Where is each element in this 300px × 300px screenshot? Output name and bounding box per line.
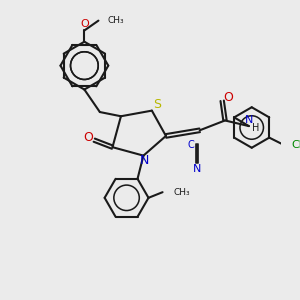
Text: S: S [153, 98, 161, 111]
Text: C: C [188, 140, 195, 150]
Text: O: O [80, 19, 89, 29]
Text: CH₃: CH₃ [108, 16, 124, 25]
Text: H: H [252, 122, 260, 133]
Text: O: O [83, 131, 93, 144]
Text: N: N [245, 115, 253, 125]
Text: CH₃: CH₃ [173, 188, 190, 197]
Text: N: N [140, 154, 149, 167]
Text: N: N [193, 164, 201, 174]
Text: Cl: Cl [292, 140, 300, 150]
Text: O: O [224, 92, 233, 104]
